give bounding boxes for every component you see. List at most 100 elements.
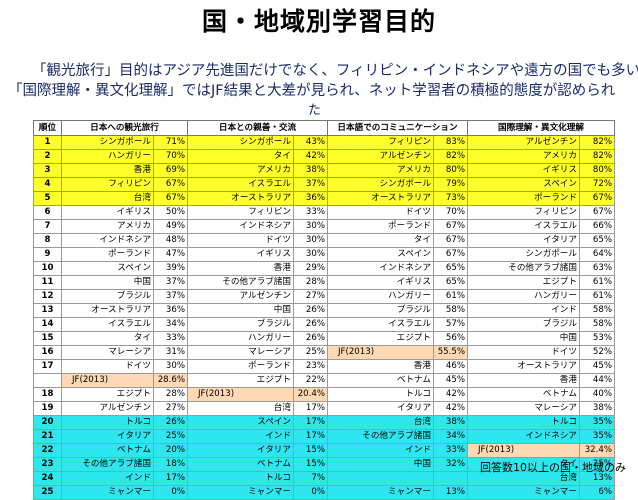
country-cell: その他アラブ諸国 (467, 261, 580, 276)
country-cell: スペイン (467, 177, 580, 192)
percent-cell: 38% (293, 163, 328, 178)
table-row: 11 中国 37% その他アラブ諸国 28% イギリス 65% エジプト 61% (33, 275, 615, 290)
table-row: 4 フィリピン 67% イスラエル 37% シンガポール 79% スペイン 72% (33, 177, 615, 192)
country-cell: タイ (187, 149, 294, 164)
country-cell: トルコ (467, 415, 580, 430)
rank-cell: 10 (33, 261, 62, 276)
country-cell: シンガポール (467, 247, 580, 262)
country-cell: アメリカ (327, 163, 434, 178)
rank-cell: 17 (33, 359, 62, 374)
country-cell: イスラエル (467, 219, 580, 234)
country-cell: ベトナム (467, 387, 580, 402)
country-cell: 台湾 (327, 415, 434, 430)
percent-cell: 32% (433, 457, 468, 472)
percent-cell: 37% (153, 289, 188, 304)
table-row: 19 アルゼンチン 27% 台湾 17% イタリア 42% マレーシア 38% (33, 401, 615, 416)
country-cell: アメリカ (61, 219, 154, 234)
percent-cell: 31% (153, 345, 188, 360)
rank-cell: 11 (33, 275, 62, 290)
table-row: JF(2013) 28.6% エジプト 22% ベトナム 45% 香港 44% (33, 373, 615, 388)
rank-cell: 25 (33, 485, 62, 500)
rank-cell: 13 (33, 303, 62, 318)
header-communication: 日本語でのコミュニケーション (327, 120, 468, 136)
country-cell: アルゼンチン (327, 149, 434, 164)
ranking-table: 順位 日本への観光旅行 日本との親善・交流 日本語でのコミュニケーション 国際理… (33, 120, 615, 500)
country-cell: シンガポール (61, 135, 154, 150)
percent-cell: 30% (293, 247, 328, 262)
country-cell: ミャンマー (187, 485, 294, 500)
percent-cell: 71% (153, 135, 188, 150)
percent-cell: 55.5% (433, 345, 468, 360)
country-cell: イギリス (187, 247, 294, 262)
percent-cell: 30% (153, 359, 188, 374)
percent-cell: 56% (433, 331, 468, 346)
country-cell: JF(2013) (187, 387, 294, 402)
country-cell: オーストラリア (61, 303, 154, 318)
percent-cell: 44% (579, 373, 615, 388)
country-cell: JF(2013) (467, 443, 580, 458)
table-row: 14 イスラエル 34% ブラジル 26% イスラエル 57% ブラジル 58% (33, 317, 615, 332)
percent-cell: 63% (579, 261, 615, 276)
percent-cell: 48% (153, 233, 188, 248)
percent-cell: 22% (293, 373, 328, 388)
percent-cell: 33% (153, 331, 188, 346)
subtitle-line-1: 「観光旅行」目的はアジア先進国だけでなく、フィリピン・インドネシアや遠方の国でも… (32, 63, 638, 79)
country-cell: アルゼンチン (467, 135, 580, 150)
percent-cell: 35% (579, 415, 615, 430)
country-cell: イスラエル (61, 317, 154, 332)
country-cell: オーストラリア (327, 191, 434, 206)
percent-cell: 26% (293, 331, 328, 346)
rank-cell: 22 (33, 443, 62, 458)
percent-cell: 25% (293, 345, 328, 360)
percent-cell: 61% (433, 289, 468, 304)
country-cell: シンガポール (327, 177, 434, 192)
table-row: 25 ミャンマー 0% ミャンマー 0% ミャンマー 13% ミャンマー 6% (33, 485, 615, 500)
percent-cell: 17% (293, 415, 328, 430)
country-cell: アメリカ (467, 149, 580, 164)
percent-cell: 50% (153, 205, 188, 220)
table-row: 1 シンガポール 71% シンガポール 43% フィリピン 83% アルゼンチン 82% (33, 135, 615, 150)
percent-cell: 17% (293, 429, 328, 444)
country-cell: エジプト (467, 275, 580, 290)
country-cell: 中国 (327, 457, 434, 472)
header-friendship: 日本との親善・交流 (187, 120, 328, 136)
percent-cell: 42% (433, 387, 468, 402)
percent-cell: 67% (433, 233, 468, 248)
percent-cell: 6% (579, 485, 615, 500)
country-cell: ドイツ (467, 345, 580, 360)
percent-cell: 42% (433, 401, 468, 416)
country-cell: ベトナム (187, 457, 294, 472)
country-cell: シンガポール (187, 135, 294, 150)
header-intercultural: 国際理解・異文化理解 (467, 120, 615, 136)
table-row: 6 イギリス 50% フィリピン 33% ドイツ 70% フィリピン 67% (33, 205, 615, 220)
country-cell: イスラエル (327, 317, 434, 332)
country-cell: イタリア (327, 401, 434, 416)
percent-cell: 39% (153, 261, 188, 276)
percent-cell: 73% (433, 191, 468, 206)
country-cell: エジプト (61, 387, 154, 402)
percent-cell: 25% (153, 429, 188, 444)
percent-cell: 27% (293, 289, 328, 304)
country-cell: フィリピン (467, 205, 580, 220)
rank-cell: 18 (33, 387, 62, 402)
percent-cell: 58% (579, 303, 615, 318)
country-cell: スペイン (327, 247, 434, 262)
percent-cell: 34% (153, 317, 188, 332)
percent-cell: 82% (579, 149, 615, 164)
percent-cell: 33% (293, 205, 328, 220)
percent-cell: 58% (433, 303, 468, 318)
percent-cell: 30% (293, 233, 328, 248)
percent-cell: 65% (433, 261, 468, 276)
country-cell: インドネシア (187, 219, 294, 234)
percent-cell: 40% (579, 387, 615, 402)
country-cell: 香港 (467, 373, 580, 388)
percent-cell: 32.4% (579, 443, 615, 458)
country-cell: トルコ (61, 415, 154, 430)
rank-cell: 6 (33, 205, 62, 220)
percent-cell: 36% (153, 303, 188, 318)
percent-cell: 38% (433, 415, 468, 430)
table-row: 8 インドネシア 48% ドイツ 30% タイ 67% イタリア 65% (33, 233, 615, 248)
percent-cell: 18% (153, 457, 188, 472)
rank-cell: 3 (33, 163, 62, 178)
country-cell: 中国 (187, 303, 294, 318)
